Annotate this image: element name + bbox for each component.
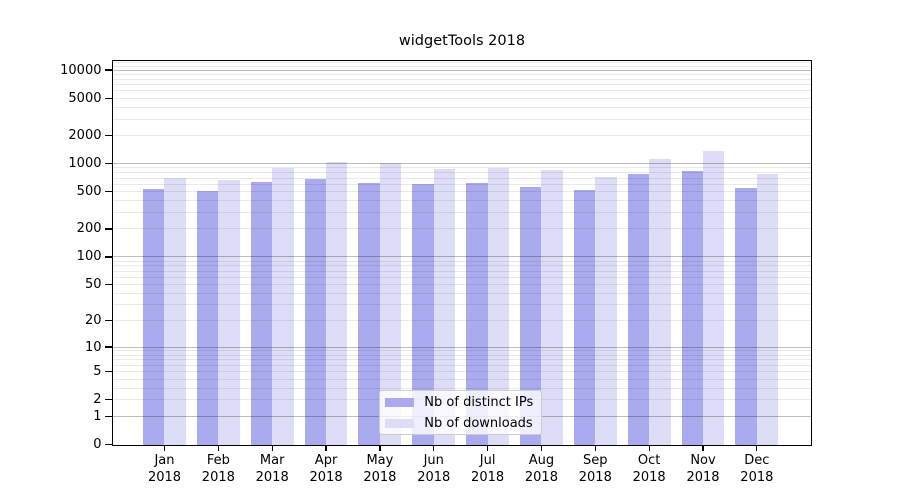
x-tick-jul (486, 444, 489, 451)
gridline-9000 (113, 73, 811, 75)
gridline-2000 (113, 134, 811, 136)
gridline-7000 (113, 84, 811, 86)
bar-jun-distinct-ips (412, 184, 434, 445)
gridline-4000 (113, 106, 811, 108)
bar-may-distinct-ips (358, 182, 380, 445)
bar-aug-downloads (541, 170, 563, 445)
bar-mar-downloads (272, 167, 294, 445)
y-tick-5000 (104, 97, 113, 99)
y-tick-200 (104, 228, 113, 230)
bar-feb-downloads (218, 179, 240, 445)
y-tick-label-50: 50 (84, 277, 102, 293)
y-tick-label-10: 10 (84, 339, 102, 355)
y-tick-label-100: 100 (76, 249, 102, 265)
x-tick-aug (540, 444, 543, 451)
bar-aug-distinct-ips (520, 186, 542, 445)
bar-mar-distinct-ips (250, 181, 273, 445)
x-tick-apr (325, 444, 327, 451)
y-tick-label-5000: 5000 (68, 90, 102, 106)
bar-dec-distinct-ips (735, 187, 757, 445)
x-tick-dec (756, 444, 758, 451)
bar-jun-downloads (433, 168, 456, 445)
bar-oct-distinct-ips (627, 174, 650, 445)
bar-apr-downloads (326, 161, 348, 445)
gridline-11000 (113, 65, 811, 67)
legend: Nb of distinct IPs Nb of downloads (379, 390, 543, 435)
y-tick-0 (104, 443, 113, 446)
x-tick-label-oct: Oct 2018 (632, 453, 666, 485)
x-tick-may (379, 444, 381, 451)
bar-nov-distinct-ips (681, 170, 703, 445)
x-tick-label-nov: Nov 2018 (686, 453, 720, 485)
x-tick-label-sep: Sep 2018 (578, 453, 612, 485)
bar-may-downloads (379, 163, 402, 445)
x-tick-label-dec: Dec 2018 (740, 453, 774, 485)
x-tick-feb (217, 444, 219, 451)
bar-oct-downloads (649, 158, 671, 445)
y-tick-5 (104, 371, 113, 373)
gridline-5000 (113, 97, 811, 99)
y-tick-label-20: 20 (84, 313, 102, 329)
x-tick-jan (163, 444, 166, 451)
y-tick-100 (104, 256, 113, 258)
y-tick-label-2000: 2000 (68, 127, 102, 143)
y-tick-1 (104, 415, 113, 417)
gridline-6000 (113, 90, 811, 92)
y-tick-500 (104, 191, 113, 193)
gridline-3000 (113, 118, 811, 120)
x-tick-label-may: May 2018 (363, 453, 397, 485)
x-tick-oct (648, 444, 650, 451)
x-tick-mar (271, 444, 273, 451)
legend-item-distinct-ips: Nb of distinct IPs (380, 394, 541, 411)
y-tick-20 (104, 320, 113, 322)
x-tick-label-mar: Mar 2018 (255, 453, 289, 485)
legend-swatch-distinct-ips (385, 397, 415, 407)
x-tick-label-aug: Aug 2018 (524, 453, 558, 485)
x-tick-jun (433, 444, 435, 451)
bar-jul-distinct-ips (466, 182, 488, 445)
y-tick-2 (104, 399, 113, 401)
y-tick-10 (104, 346, 113, 348)
chart-title: widgetTools 2018 (398, 33, 526, 49)
x-tick-sep (594, 444, 596, 451)
y-tick-label-10000: 10000 (60, 62, 102, 78)
y-tick-1000 (104, 162, 113, 165)
bar-sep-distinct-ips (573, 189, 596, 445)
y-tick-label-1: 1 (93, 408, 102, 424)
x-tick-nov (702, 444, 704, 451)
legend-label-downloads: Nb of downloads (424, 415, 533, 431)
bar-jul-downloads (487, 167, 509, 445)
x-tick-label-jun: Jun 2018 (417, 453, 451, 485)
y-tick-label-5: 5 (93, 364, 102, 380)
y-tick-label-1000: 1000 (68, 156, 102, 172)
bar-jan-distinct-ips (143, 189, 165, 445)
y-tick-50 (104, 284, 113, 286)
y-tick-label-2: 2 (93, 392, 102, 408)
bar-nov-downloads (702, 150, 725, 445)
bar-feb-distinct-ips (196, 190, 219, 445)
plot-area: Nb of distinct IPs Nb of downloads (113, 61, 811, 445)
legend-swatch-downloads (385, 418, 415, 428)
y-tick-2000 (104, 134, 113, 137)
y-tick-label-500: 500 (76, 184, 102, 200)
y-tick-label-0: 0 (93, 437, 102, 452)
bar-jan-downloads (164, 177, 186, 445)
x-tick-label-apr: Apr 2018 (309, 453, 343, 485)
x-tick-label-jan: Jan 2018 (147, 453, 182, 485)
legend-label-distinct-ips: Nb of distinct IPs (424, 394, 534, 410)
x-tick-label-feb: Feb 2018 (201, 453, 235, 485)
bar-apr-distinct-ips (304, 179, 327, 445)
bar-sep-downloads (595, 177, 617, 445)
x-tick-label-jul: Jul 2018 (471, 453, 505, 485)
gridline-12000 (113, 62, 811, 64)
y-tick-label-200: 200 (76, 221, 102, 237)
gridline-8000 (113, 78, 811, 80)
gridline-10000 (113, 69, 811, 71)
legend-item-downloads: Nb of downloads (380, 415, 541, 432)
bar-dec-downloads (756, 174, 779, 445)
y-tick-10000 (104, 69, 113, 71)
